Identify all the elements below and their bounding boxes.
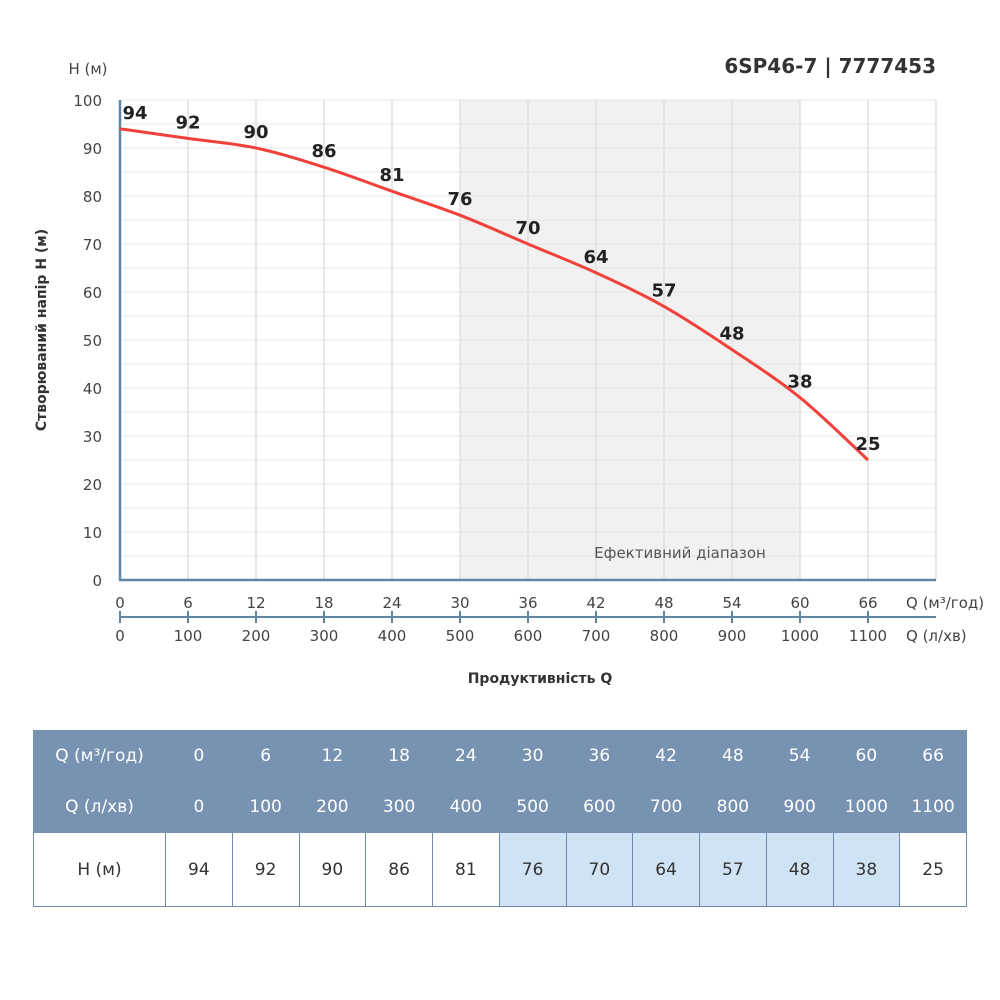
y-tick-label: 30	[83, 428, 102, 446]
table-cell: 70	[565, 832, 634, 907]
data-label: 94	[122, 103, 147, 124]
y-tick-label: 20	[83, 476, 102, 494]
data-label: 90	[243, 122, 268, 143]
x-secondary-tick-label: 900	[718, 627, 747, 645]
table-cell: 42	[632, 730, 700, 782]
x-secondary-tick-label: 100	[174, 627, 203, 645]
table-cell: 25	[899, 832, 967, 907]
table-cell: 94	[165, 832, 233, 907]
table-cell: 800	[699, 781, 767, 833]
x-tick-label: 12	[246, 594, 265, 612]
x-tick-label: 36	[518, 594, 537, 612]
table-cell: 92	[231, 832, 300, 907]
table-cell: 86	[365, 832, 433, 907]
x-secondary-tick-label: 1100	[849, 627, 887, 645]
row-label: Q (м³/год)	[33, 730, 166, 782]
data-label: 86	[311, 141, 336, 162]
chart-title: 6SP46-7 | 7777453	[724, 54, 936, 78]
y-tick-label: 60	[83, 284, 102, 302]
data-label: 57	[651, 280, 676, 301]
data-label: 48	[719, 324, 744, 345]
table-cell: 48	[699, 730, 767, 782]
x-tick-label: 42	[586, 594, 605, 612]
data-label: 38	[787, 372, 812, 393]
head-curve	[119, 127, 870, 462]
x-tick-label: 6	[183, 594, 193, 612]
data-table: Q (м³/год) 0 6 12 18 24 30 36 42 48 54 60 66 Q (л/хв…	[33, 730, 967, 907]
x-secondary-tick-label: 300	[310, 627, 339, 645]
table-cell: 66	[899, 730, 967, 782]
row-label: H (м)	[33, 832, 166, 907]
y-unit-label: H (м)	[68, 60, 107, 78]
table-cell: 0	[165, 730, 233, 782]
table-row-q-lmin: Q (л/хв) 0 100 200 300 400 500 600 700 800 900 1000…	[33, 781, 967, 833]
table-cell: 18	[365, 730, 433, 782]
data-label: 25	[855, 434, 880, 455]
y-axis-title: Створюваний напір H (м)	[34, 229, 50, 431]
x-tick-label: 0	[115, 594, 125, 612]
table-cell: 81	[432, 832, 500, 907]
x-axis-title: Продуктивність Q	[468, 671, 613, 687]
table-cell: 24	[432, 730, 500, 782]
x-secondary-tick-label: 400	[378, 627, 407, 645]
y-tick-label: 70	[83, 236, 102, 254]
table-cell: 400	[432, 781, 500, 833]
table-row-q-m3: Q (м³/год) 0 6 12 18 24 30 36 42 48 54 60 66	[33, 730, 967, 782]
table-row-h: H (м) 94 92 90 86 81 76 70 64 57 48 38 25	[33, 832, 967, 907]
table-cell: 300	[365, 781, 433, 833]
data-label: 92	[175, 112, 200, 133]
x-tick-label: 30	[450, 594, 469, 612]
x-tick-label: 18	[314, 594, 333, 612]
x-secondary-tick-label: 0	[115, 627, 125, 645]
table-cell: 48	[765, 832, 834, 907]
x-tick-label: 60	[790, 594, 809, 612]
table-cell: 30	[498, 730, 567, 782]
x-tick-label: 24	[382, 594, 401, 612]
y-tick-label: 50	[83, 332, 102, 350]
x-secondary-tick-label: 1000	[781, 627, 819, 645]
data-label: 64	[583, 247, 608, 268]
table-cell: 0	[165, 781, 233, 833]
data-label: 70	[515, 218, 540, 239]
table-cell: 100	[231, 781, 300, 833]
table-cell: 57	[699, 832, 767, 907]
x-secondary-tick-label: 800	[650, 627, 679, 645]
y-tick-label: 90	[83, 140, 102, 158]
y-tick-label: 40	[83, 380, 102, 398]
x-secondary-tick-label: 700	[582, 627, 611, 645]
table-cell: 12	[298, 730, 367, 782]
table-cell: 200	[298, 781, 367, 833]
table-cell: 36	[565, 730, 634, 782]
y-tick-label: 80	[83, 188, 102, 206]
table-cell: 54	[765, 730, 834, 782]
x-unit-primary: Q (м³/год)	[906, 594, 984, 612]
data-label: 76	[447, 189, 472, 210]
table-cell: 700	[632, 781, 700, 833]
x-secondary-tick-label: 500	[446, 627, 475, 645]
table-cell: 90	[298, 832, 367, 907]
y-tick-label: 10	[83, 524, 102, 542]
table-cell: 900	[765, 781, 834, 833]
x-secondary-tick-label: 600	[514, 627, 543, 645]
table-cell: 1000	[832, 781, 901, 833]
table-cell: 38	[832, 832, 901, 907]
row-label: Q (л/хв)	[33, 781, 166, 833]
y-tick-label: 0	[92, 572, 102, 590]
table-cell: 64	[632, 832, 700, 907]
y-tick-label: 100	[73, 92, 102, 110]
x-tick-label: 48	[654, 594, 673, 612]
x-unit-secondary: Q (л/хв)	[906, 627, 967, 645]
table-cell: 6	[231, 730, 300, 782]
table-cell: 500	[498, 781, 567, 833]
table-cell: 1100	[899, 781, 967, 833]
x-tick-label: 66	[858, 594, 877, 612]
pump-curve-chart: Ефективний діапазон 01020304050607080901…	[34, 54, 984, 687]
efficient-range-label: Ефективний діапазон	[594, 544, 766, 562]
x-tick-label: 54	[722, 594, 741, 612]
table-cell: 600	[565, 781, 634, 833]
table-cell: 60	[832, 730, 901, 782]
x-secondary-tick-label: 200	[242, 627, 271, 645]
table-cell: 76	[498, 832, 567, 907]
data-label: 81	[379, 165, 404, 186]
